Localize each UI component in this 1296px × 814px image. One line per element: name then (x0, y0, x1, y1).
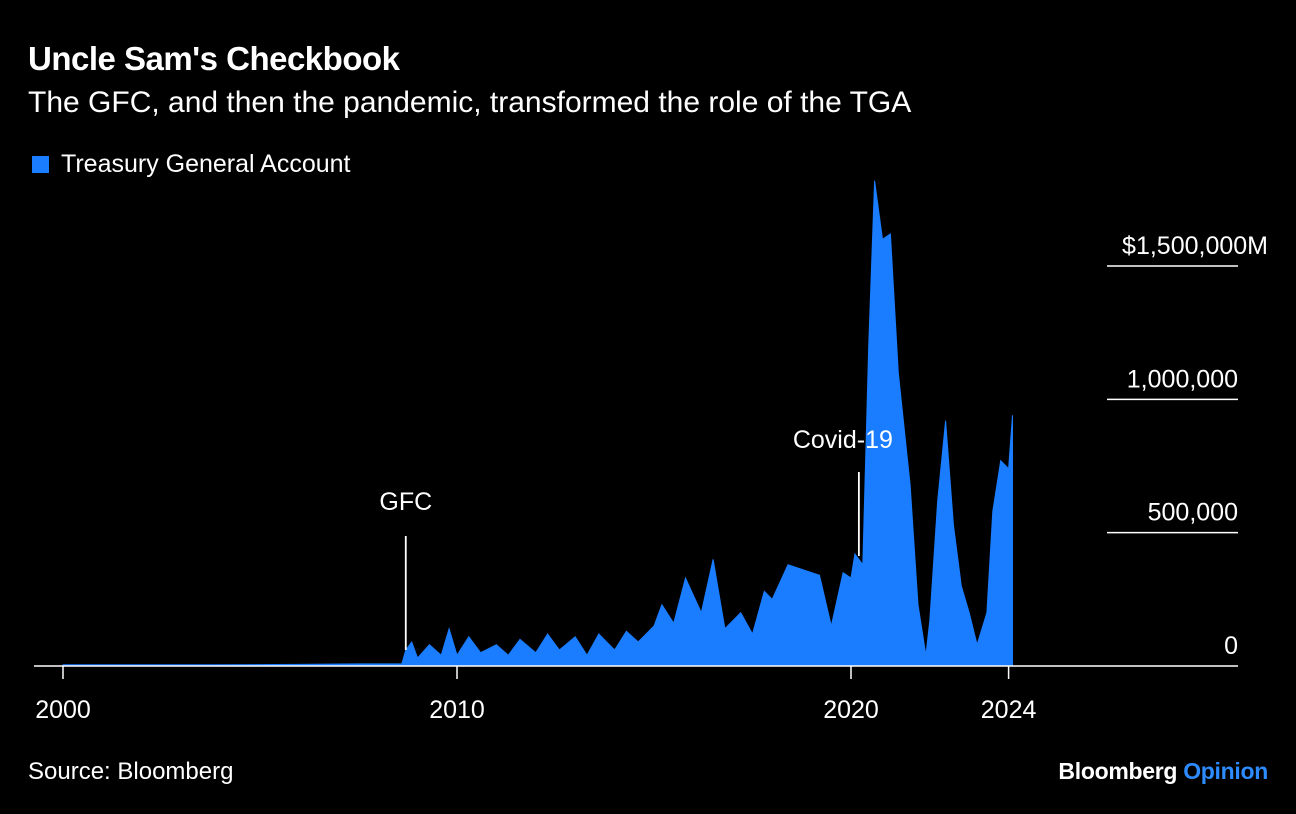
annotation-label: GFC (379, 488, 432, 516)
source-note: Source: Bloomberg (28, 758, 234, 785)
y-tick-label: 500,000 (1148, 499, 1238, 527)
x-tick-label: 2024 (981, 696, 1037, 724)
y-tick-label: $1,500,000M (1122, 232, 1268, 260)
chart-title: Uncle Sam's Checkbook (28, 40, 400, 77)
legend-label: Treasury General Account (61, 150, 351, 178)
x-tick-label: 2010 (429, 696, 485, 724)
legend: Treasury General Account (32, 150, 351, 179)
x-tick-label: 2000 (35, 696, 91, 724)
x-tick-label: 2020 (823, 696, 879, 724)
annotation-label: Covid-19 (793, 426, 893, 454)
series-area-tga (62, 180, 1013, 667)
brand-logo: Bloomberg Opinion (1058, 758, 1268, 785)
brand-main: Bloomberg (1058, 758, 1178, 784)
chart-subtitle: The GFC, and then the pandemic, transfor… (28, 86, 912, 119)
legend-swatch (32, 156, 49, 173)
y-tick-label: 0 (1224, 632, 1238, 660)
brand-accent: Opinion (1183, 758, 1268, 784)
y-tick-label: 1,000,000 (1127, 365, 1238, 393)
